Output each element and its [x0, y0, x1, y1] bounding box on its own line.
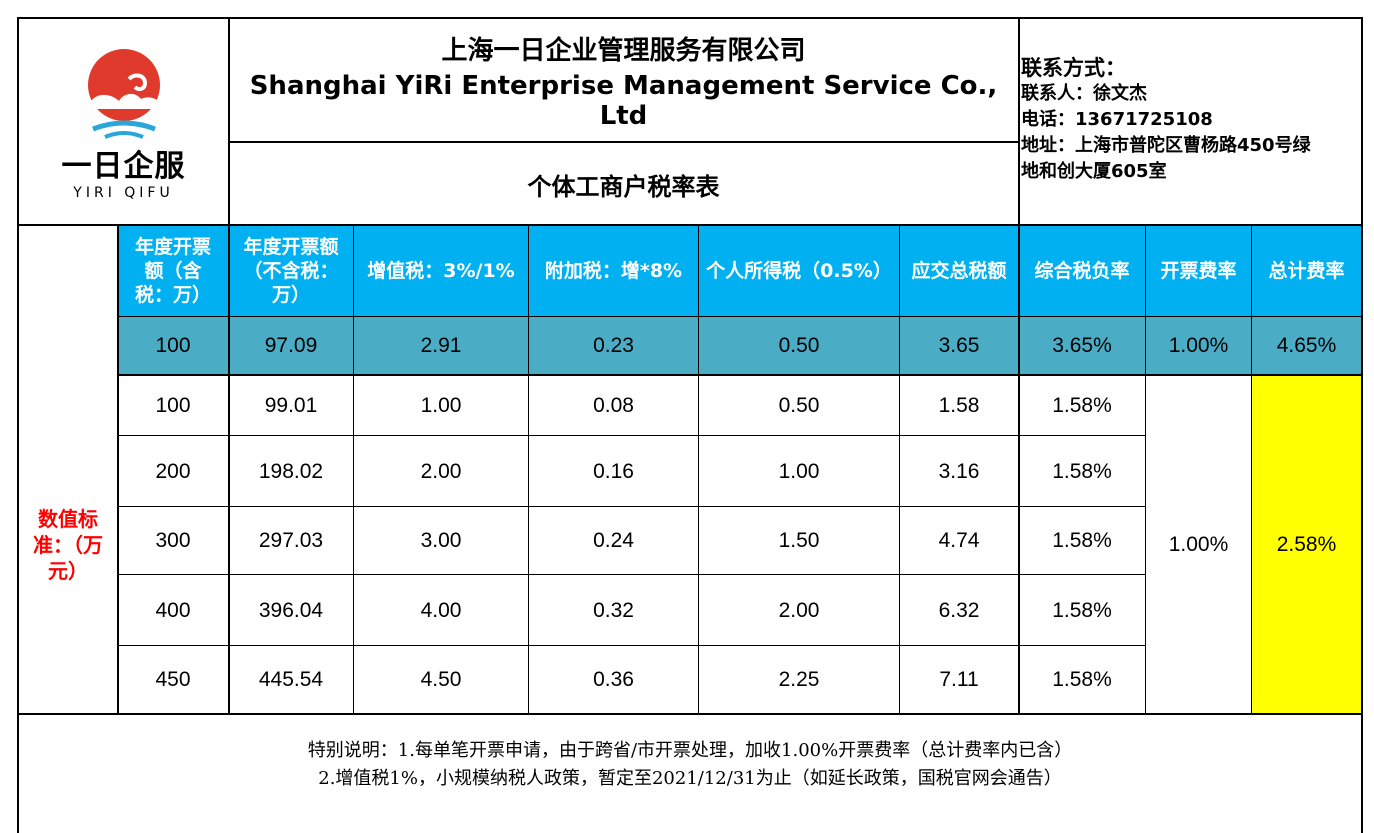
col-header-total-tax: 应交总税额 [900, 226, 1018, 316]
table-cell: 2.00 [778, 598, 820, 622]
special-notes: 特别说明：1.每单笔开票申请，由于跨省/市开票处理，加收1.00%开票费率（总计… [19, 725, 1361, 805]
col-header-tax-burden: 综合税负率 [1019, 226, 1145, 316]
table-cell: 4.74 [938, 529, 980, 552]
company-name-cn: 上海一日企业管理服务有限公司 [441, 36, 806, 66]
table-cell: 1.58 [938, 393, 980, 417]
table-cell: 297.03 [258, 529, 324, 552]
table-cell: 1.58% [1052, 598, 1112, 622]
logo-text-en: YIRI QIFU [73, 184, 174, 201]
table-cell: 396.04 [258, 598, 324, 622]
highlight-cell: 3.65% [1019, 317, 1145, 374]
table-cell: 0.32 [593, 598, 634, 622]
company-name-block: 上海一日企业管理服务有限公司 Shanghai YiRi Enterprise … [229, 19, 1018, 142]
highlight-cell: 1.00% [1146, 317, 1251, 374]
table-title: 个体工商户税率表 [527, 172, 720, 201]
highlight-cell: 4.65% [1252, 317, 1361, 374]
table-cell: 0.24 [593, 529, 634, 552]
highlight-cell: 0.23 [529, 317, 698, 374]
company-name-en: Shanghai YiRi Enterprise Management Serv… [249, 71, 998, 131]
table-cell: 3.16 [938, 459, 980, 483]
table-cell: 2.25 [778, 668, 820, 691]
contact-person: 联系人：徐文杰 [1021, 83, 1147, 104]
contact-block: 联系方式： 联系人：徐文杰 电话：13671725108 地址：上海市普陀区曹杨… [1021, 55, 1361, 210]
table-cell: 400 [155, 598, 191, 622]
tax-rate-sheet [17, 17, 1363, 833]
table-cell: 3.00 [420, 529, 462, 552]
contact-address-2: 地和创大厦605室 [1021, 161, 1167, 182]
col-header-invoice-rate: 开票费率 [1146, 226, 1251, 316]
table-cell: 99.01 [264, 393, 318, 417]
table-cell: 1.58% [1052, 668, 1112, 691]
highlight-cell: 3.65 [900, 317, 1018, 374]
table-cell: 0.16 [593, 459, 634, 483]
col-header-surcharge: 附加税：增*8% [529, 226, 698, 316]
table-cell: 0.36 [593, 668, 634, 691]
table-cell: 4.00 [420, 598, 462, 622]
note-line-1: 特别说明：1.每单笔开票申请，由于跨省/市开票处理，加收1.00%开票费率（总计… [307, 740, 1073, 761]
merged-invoice-rate: 1.00% [1168, 532, 1229, 556]
col-header-gross: 年度开票额（含税：万） [118, 226, 228, 316]
col-header-net: 年度开票额（不含税：万） [229, 226, 353, 316]
table-cell: 6.32 [938, 598, 980, 622]
table-cell: 1.58% [1052, 393, 1112, 417]
highlight-cell: 0.50 [699, 317, 899, 374]
logo-sun-cloud-icon [87, 48, 161, 139]
table-cell: 7.11 [939, 668, 979, 691]
col-header-vat: 增值税：3%/1% [354, 226, 528, 316]
table-cell: 300 [155, 529, 191, 552]
table-cell: 450 [155, 668, 191, 691]
table-cell: 1.00 [778, 459, 820, 483]
table-cell: 0.08 [593, 393, 634, 417]
contact-heading: 联系方式： [1021, 56, 1126, 80]
table-cell: 4.50 [420, 668, 462, 691]
table-cell: 198.02 [258, 459, 324, 483]
col-header-total-rate: 总计费率 [1252, 226, 1361, 316]
table-cell: 1.50 [778, 529, 820, 552]
table-cell: 100 [155, 393, 191, 417]
merged-total-rate: 2.58% [1252, 376, 1361, 713]
table-cell: 200 [155, 459, 191, 483]
table-cell: 445.54 [258, 668, 324, 691]
table-cell: 2.00 [420, 459, 462, 483]
logo-text-cn: 一日企服 [61, 148, 186, 184]
table-cell: 1.58% [1052, 529, 1112, 552]
highlight-cell: 2.91 [354, 317, 528, 374]
table-cell: 1.58% [1052, 459, 1112, 483]
col-header-income-tax: 个人所得税（0.5%） [699, 226, 899, 316]
company-logo: 一日企服 YIRI QIFU [19, 19, 228, 224]
contact-address-1: 地址：上海市普陀区曹杨路450号绿 [1021, 135, 1311, 156]
highlight-cell: 100 [118, 317, 228, 374]
note-line-2: 2.增值税1%，小规模纳税人政策，暂定至2021/12/31为止（如延长政策，国… [318, 768, 1062, 789]
contact-phone: 电话：13671725108 [1021, 109, 1213, 130]
highlight-cell: 97.09 [229, 317, 353, 374]
table-cell: 0.50 [778, 393, 820, 417]
table-cell: 1.00 [420, 393, 462, 417]
side-unit-label: 数值标准：（万元） [33, 506, 103, 583]
